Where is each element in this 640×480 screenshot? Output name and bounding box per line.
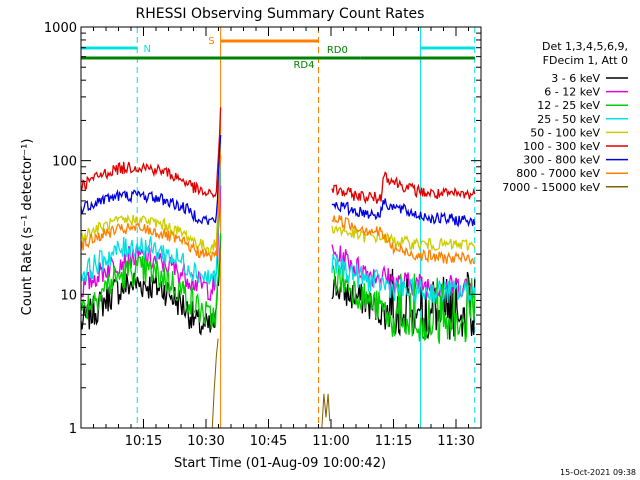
legend-label: 25 - 50 keV — [537, 113, 600, 126]
x-tick-label: 11:30 — [437, 434, 474, 449]
legend-label: 7000 - 15000 keV — [502, 181, 600, 194]
legend-title-line: Det 1,3,4,5,6,9, — [542, 40, 628, 53]
chart-title: RHESSI Observing Summary Count Rates — [136, 6, 425, 22]
x-tick-label: 10:15 — [125, 434, 162, 449]
y-tick-label: 1000 — [44, 21, 77, 36]
night-label: N — [144, 44, 151, 55]
x-tick-label: 10:45 — [250, 434, 287, 449]
x-tick-label: 11:15 — [375, 434, 412, 449]
legend-label: 50 - 100 keV — [530, 126, 600, 139]
y-tick-label: 100 — [52, 155, 77, 170]
series-line — [80, 232, 476, 344]
saa-label: S — [208, 36, 214, 47]
footer-timestamp: 15-Oct-2021 09:38 — [560, 468, 636, 477]
legend-label: 800 - 7000 keV — [516, 167, 600, 180]
x-axis-label: Start Time (01-Aug-09 10:00:42) — [174, 456, 386, 471]
series-layer — [80, 107, 476, 429]
y-tick-label: 1 — [69, 422, 77, 437]
series-line — [80, 134, 476, 228]
decimation-label: RD4 — [293, 60, 314, 71]
decimation-label: RD0 — [327, 45, 348, 56]
overlay-layer: N S RD0 RD4 — [80, 27, 476, 428]
legend-label: 100 - 300 keV — [523, 140, 600, 153]
series-line — [80, 156, 476, 304]
legend-label: 6 - 12 keV — [544, 86, 600, 99]
y-tick-label: 10 — [60, 288, 77, 303]
x-tick-label: 10:30 — [187, 434, 224, 449]
legend-label: 3 - 6 keV — [551, 72, 600, 85]
legend-label: 300 - 800 keV — [523, 154, 600, 167]
series-line — [80, 154, 475, 265]
x-tick-label: 11:00 — [312, 434, 349, 449]
y-axis-label: Count Rate (s⁻¹ detector⁻¹) — [20, 139, 35, 316]
series-line — [80, 107, 476, 205]
legend-label: 12 - 25 keV — [537, 99, 600, 112]
series-line — [211, 338, 331, 429]
axis-layer: 1 10 100 1000 10:15 10:30 10:45 11:00 11:15 11:30 — [44, 21, 482, 449]
legend: Det 1,3,4,5,6,9,FDecim 1, Att 0 3 - 6 keV… — [502, 40, 628, 194]
legend-title-line: FDecim 1, Att 0 — [543, 54, 628, 67]
